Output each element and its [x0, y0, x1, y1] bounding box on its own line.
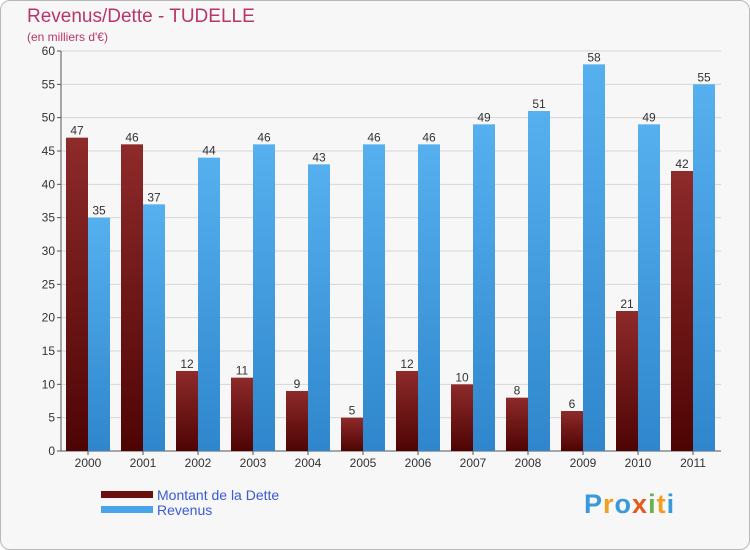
bar-revenus	[253, 144, 275, 452]
data-label-revenus: 58	[587, 50, 601, 64]
bar-revenus	[308, 164, 330, 452]
y-tick-label: 60	[42, 44, 56, 58]
bar-dette	[561, 411, 583, 451]
data-label-dette: 10	[455, 370, 469, 384]
bar-dette	[66, 137, 88, 451]
legend: Montant de la Dette Revenus	[101, 486, 280, 518]
data-label-dette: 21	[620, 297, 634, 311]
x-tick-label: 2002	[185, 456, 212, 470]
y-tick-label: 30	[42, 244, 56, 258]
data-label-revenus: 44	[202, 144, 216, 158]
data-label-dette: 5	[349, 404, 356, 418]
data-label-revenus: 49	[477, 110, 491, 124]
bar-revenus	[363, 144, 385, 452]
bar-revenus	[143, 204, 165, 451]
data-label-dette: 11	[236, 364, 249, 378]
x-tick-label: 2003	[240, 456, 267, 470]
bar-dette	[616, 311, 638, 451]
data-label-revenus: 55	[697, 70, 711, 84]
legend-swatch-revenus	[101, 506, 153, 513]
x-tick-label: 2005	[350, 456, 377, 470]
bar-dette	[286, 391, 308, 451]
bar-dette	[506, 397, 528, 451]
data-label-revenus: 46	[422, 130, 436, 144]
proxiti-logo: Proxiti	[584, 489, 676, 519]
y-tick-label: 20	[42, 311, 56, 325]
y-tick-label: 15	[42, 344, 56, 358]
legend-item-dette: Montant de la Dette	[101, 486, 280, 503]
bar-dette	[671, 171, 693, 451]
bar-dette	[341, 417, 363, 451]
x-tick-label: 2006	[405, 456, 432, 470]
y-tick-label: 25	[42, 277, 56, 291]
legend-swatch-dette	[101, 491, 153, 498]
legend-label-dette: Montant de la Dette	[157, 486, 280, 503]
x-tick-label: 2008	[515, 456, 542, 470]
x-tick-label: 2007	[460, 456, 487, 470]
y-tick-label: 10	[42, 377, 56, 391]
x-tick-label: 2001	[130, 456, 157, 470]
bar-revenus	[638, 124, 660, 451]
bar-revenus	[473, 124, 495, 451]
y-tick-label: 45	[42, 144, 56, 158]
x-tick-label: 2009	[570, 456, 597, 470]
bar-dette	[451, 384, 473, 451]
data-label-dette: 12	[180, 357, 194, 371]
data-label-revenus: 46	[257, 130, 271, 144]
bar-revenus	[198, 157, 220, 451]
y-tick-label: 50	[42, 111, 56, 125]
data-label-revenus: 35	[92, 204, 106, 218]
data-label-revenus: 46	[367, 130, 381, 144]
x-tick-label: 2010	[625, 456, 652, 470]
y-tick-label: 35	[42, 211, 56, 225]
bar-dette	[396, 371, 418, 451]
data-label-dette: 47	[70, 124, 84, 138]
y-tick-label: 5	[48, 411, 55, 425]
data-label-revenus: 37	[147, 190, 161, 204]
data-label-dette: 46	[125, 130, 139, 144]
data-label-dette: 9	[294, 377, 301, 391]
bar-dette	[121, 144, 143, 452]
x-tick-label: 2011	[680, 456, 706, 470]
bar-dette	[231, 377, 253, 451]
data-label-dette: 42	[675, 157, 689, 171]
legend-label-revenus: Revenus	[157, 501, 213, 518]
chart-title: Revenus/Dette - TUDELLE	[27, 6, 255, 27]
data-label-revenus: 43	[312, 150, 326, 164]
data-label-dette: 8	[514, 384, 521, 398]
data-label-dette: 12	[400, 357, 414, 371]
bar-revenus	[693, 84, 715, 451]
chart-subtitle: (en milliers d'€)	[27, 30, 108, 44]
y-tick-label: 40	[42, 177, 56, 191]
legend-item-revenus: Revenus	[101, 501, 279, 518]
x-tick-label: 2000	[75, 456, 102, 470]
y-tick-label: 0	[48, 444, 55, 458]
bar-revenus	[583, 64, 605, 452]
bar-revenus	[88, 217, 110, 451]
x-tick-label: 2004	[295, 456, 322, 470]
bar-dette	[176, 371, 198, 451]
bar-revenus	[528, 111, 550, 451]
bar-revenus	[418, 144, 440, 452]
data-label-revenus: 51	[532, 97, 546, 111]
y-tick-label: 55	[42, 77, 56, 91]
data-label-dette: 6	[569, 397, 576, 411]
data-label-revenus: 49	[642, 110, 656, 124]
